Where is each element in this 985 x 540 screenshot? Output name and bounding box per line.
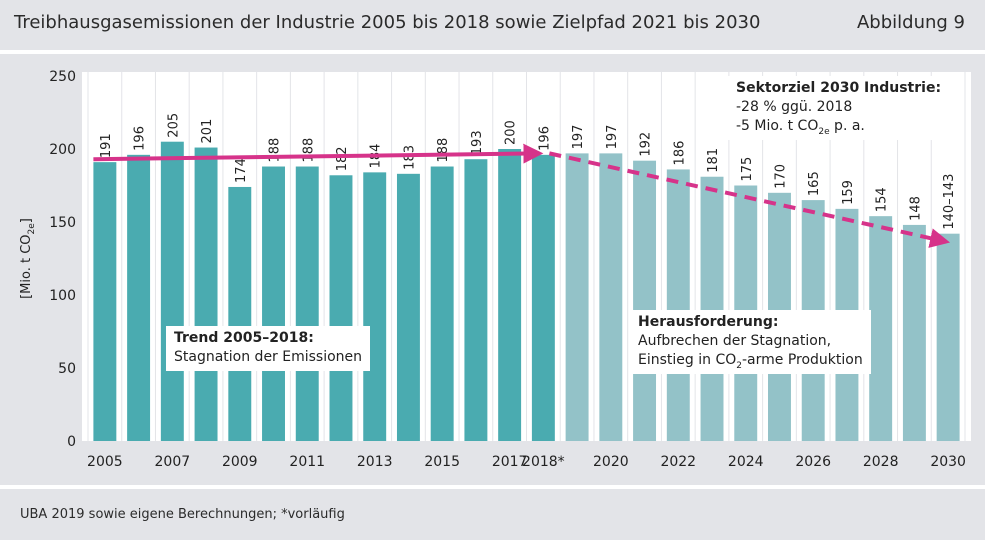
data-label: 174 (234, 158, 249, 183)
y-tick-label: 250 (49, 69, 76, 85)
chart-title: Treibhausgasemissionen der Industrie 200… (14, 12, 761, 33)
data-label: 170 (773, 164, 788, 189)
x-tick-label: 2017 (492, 454, 528, 470)
data-label: 165 (807, 171, 822, 196)
x-tick-label: 2028 (863, 454, 899, 470)
data-label: 181 (706, 148, 721, 173)
target-bar (902, 224, 926, 441)
trend-text: Stagnation der Emissionen (174, 349, 363, 365)
target-bar (633, 160, 657, 441)
target-bar (599, 153, 623, 441)
trend-title: Trend 2005–2018: (174, 330, 314, 346)
data-label: 197 (571, 125, 586, 150)
x-tick-label: 2020 (593, 454, 629, 470)
historic-bar (295, 166, 319, 441)
y-tick-label: 0 (67, 434, 76, 450)
y-tick-label: 100 (49, 288, 76, 304)
data-label: 192 (639, 132, 654, 157)
trend-arrow (93, 143, 544, 164)
historic-bar (127, 154, 151, 441)
target-line2: -5 Mio. t CO2e p. a. (736, 118, 865, 137)
x-tick-label: 2009 (222, 454, 258, 470)
data-label: 188 (301, 138, 316, 163)
y-tick-label: 150 (49, 215, 76, 231)
historic-bar (531, 154, 555, 441)
challenge-annotation: Herausforderung: Aufbrechen der Stagnati… (630, 310, 871, 374)
historic-bar (228, 186, 252, 441)
x-tick-label: 2022 (660, 454, 696, 470)
target-bar (666, 169, 690, 441)
y-axis-label: [Mio. t CO2e] (19, 218, 37, 299)
data-label: 159 (841, 180, 856, 205)
data-label: 191 (99, 133, 114, 158)
data-label: 183 (402, 145, 417, 170)
data-label: 188 (436, 138, 451, 163)
y-tick-label: 50 (58, 361, 76, 377)
target-title: Sektorziel 2030 Industrie: (736, 80, 942, 96)
data-label: 154 (875, 187, 890, 212)
historic-bar (262, 166, 285, 441)
historic-bar (498, 149, 522, 441)
data-label: 186 (672, 141, 687, 166)
x-tick-label: 2018* (522, 454, 565, 470)
target-line1: -28 % ggü. 2018 (736, 99, 853, 115)
x-tick-label: 2015 (424, 454, 460, 470)
challenge-title: Herausforderung: (638, 314, 779, 330)
x-tick-label: 2013 (357, 454, 393, 470)
target-bar (936, 233, 960, 441)
data-label: 182 (335, 146, 350, 171)
historic-bar (194, 147, 218, 442)
historic-bar (160, 141, 184, 441)
data-label: 197 (605, 125, 620, 150)
data-label: 196 (537, 126, 552, 151)
historic-bar (93, 162, 117, 441)
target-bar (869, 216, 893, 441)
target-path-arrow (548, 151, 951, 248)
data-label: 200 (504, 120, 519, 145)
footer-bar: UBA 2019 sowie eigene Berechnungen; *vor… (0, 489, 985, 540)
data-label: 140–143 (942, 174, 957, 230)
target-annotation: Sektorziel 2030 Industrie: -28 % ggü. 20… (728, 76, 950, 140)
y-tick-label: 200 (49, 142, 76, 158)
historic-bar (464, 159, 488, 441)
data-label: 175 (740, 157, 755, 182)
x-tick-label: 2024 (728, 454, 764, 470)
source-note: UBA 2019 sowie eigene Berechnungen; *vor… (20, 507, 345, 522)
data-label: 201 (200, 119, 215, 144)
data-label: 205 (166, 113, 181, 138)
x-tick-label: 2011 (289, 454, 325, 470)
x-tick-label: 2005 (87, 454, 123, 470)
historic-bar (396, 173, 420, 441)
x-tick-label: 2026 (795, 454, 831, 470)
historic-bar (363, 172, 387, 442)
challenge-line1: Aufbrechen der Stagnation, (638, 333, 832, 349)
data-label: 196 (133, 126, 148, 151)
data-label: 193 (470, 130, 485, 155)
target-bar (565, 153, 589, 441)
target-bar (700, 176, 724, 442)
figure-label: Abbildung 9 (856, 12, 965, 33)
trend-annotation: Trend 2005–2018: Stagnation der Emission… (166, 326, 371, 371)
x-tick-label: 2030 (930, 454, 966, 470)
x-tick-label: 2007 (155, 454, 191, 470)
historic-bar (430, 166, 454, 441)
challenge-line2: Einstieg in CO2-arme Produktion (638, 352, 863, 371)
historic-bar (329, 175, 353, 441)
header-bar: Treibhausgasemissionen der Industrie 200… (0, 0, 985, 50)
data-label: 148 (908, 196, 923, 221)
